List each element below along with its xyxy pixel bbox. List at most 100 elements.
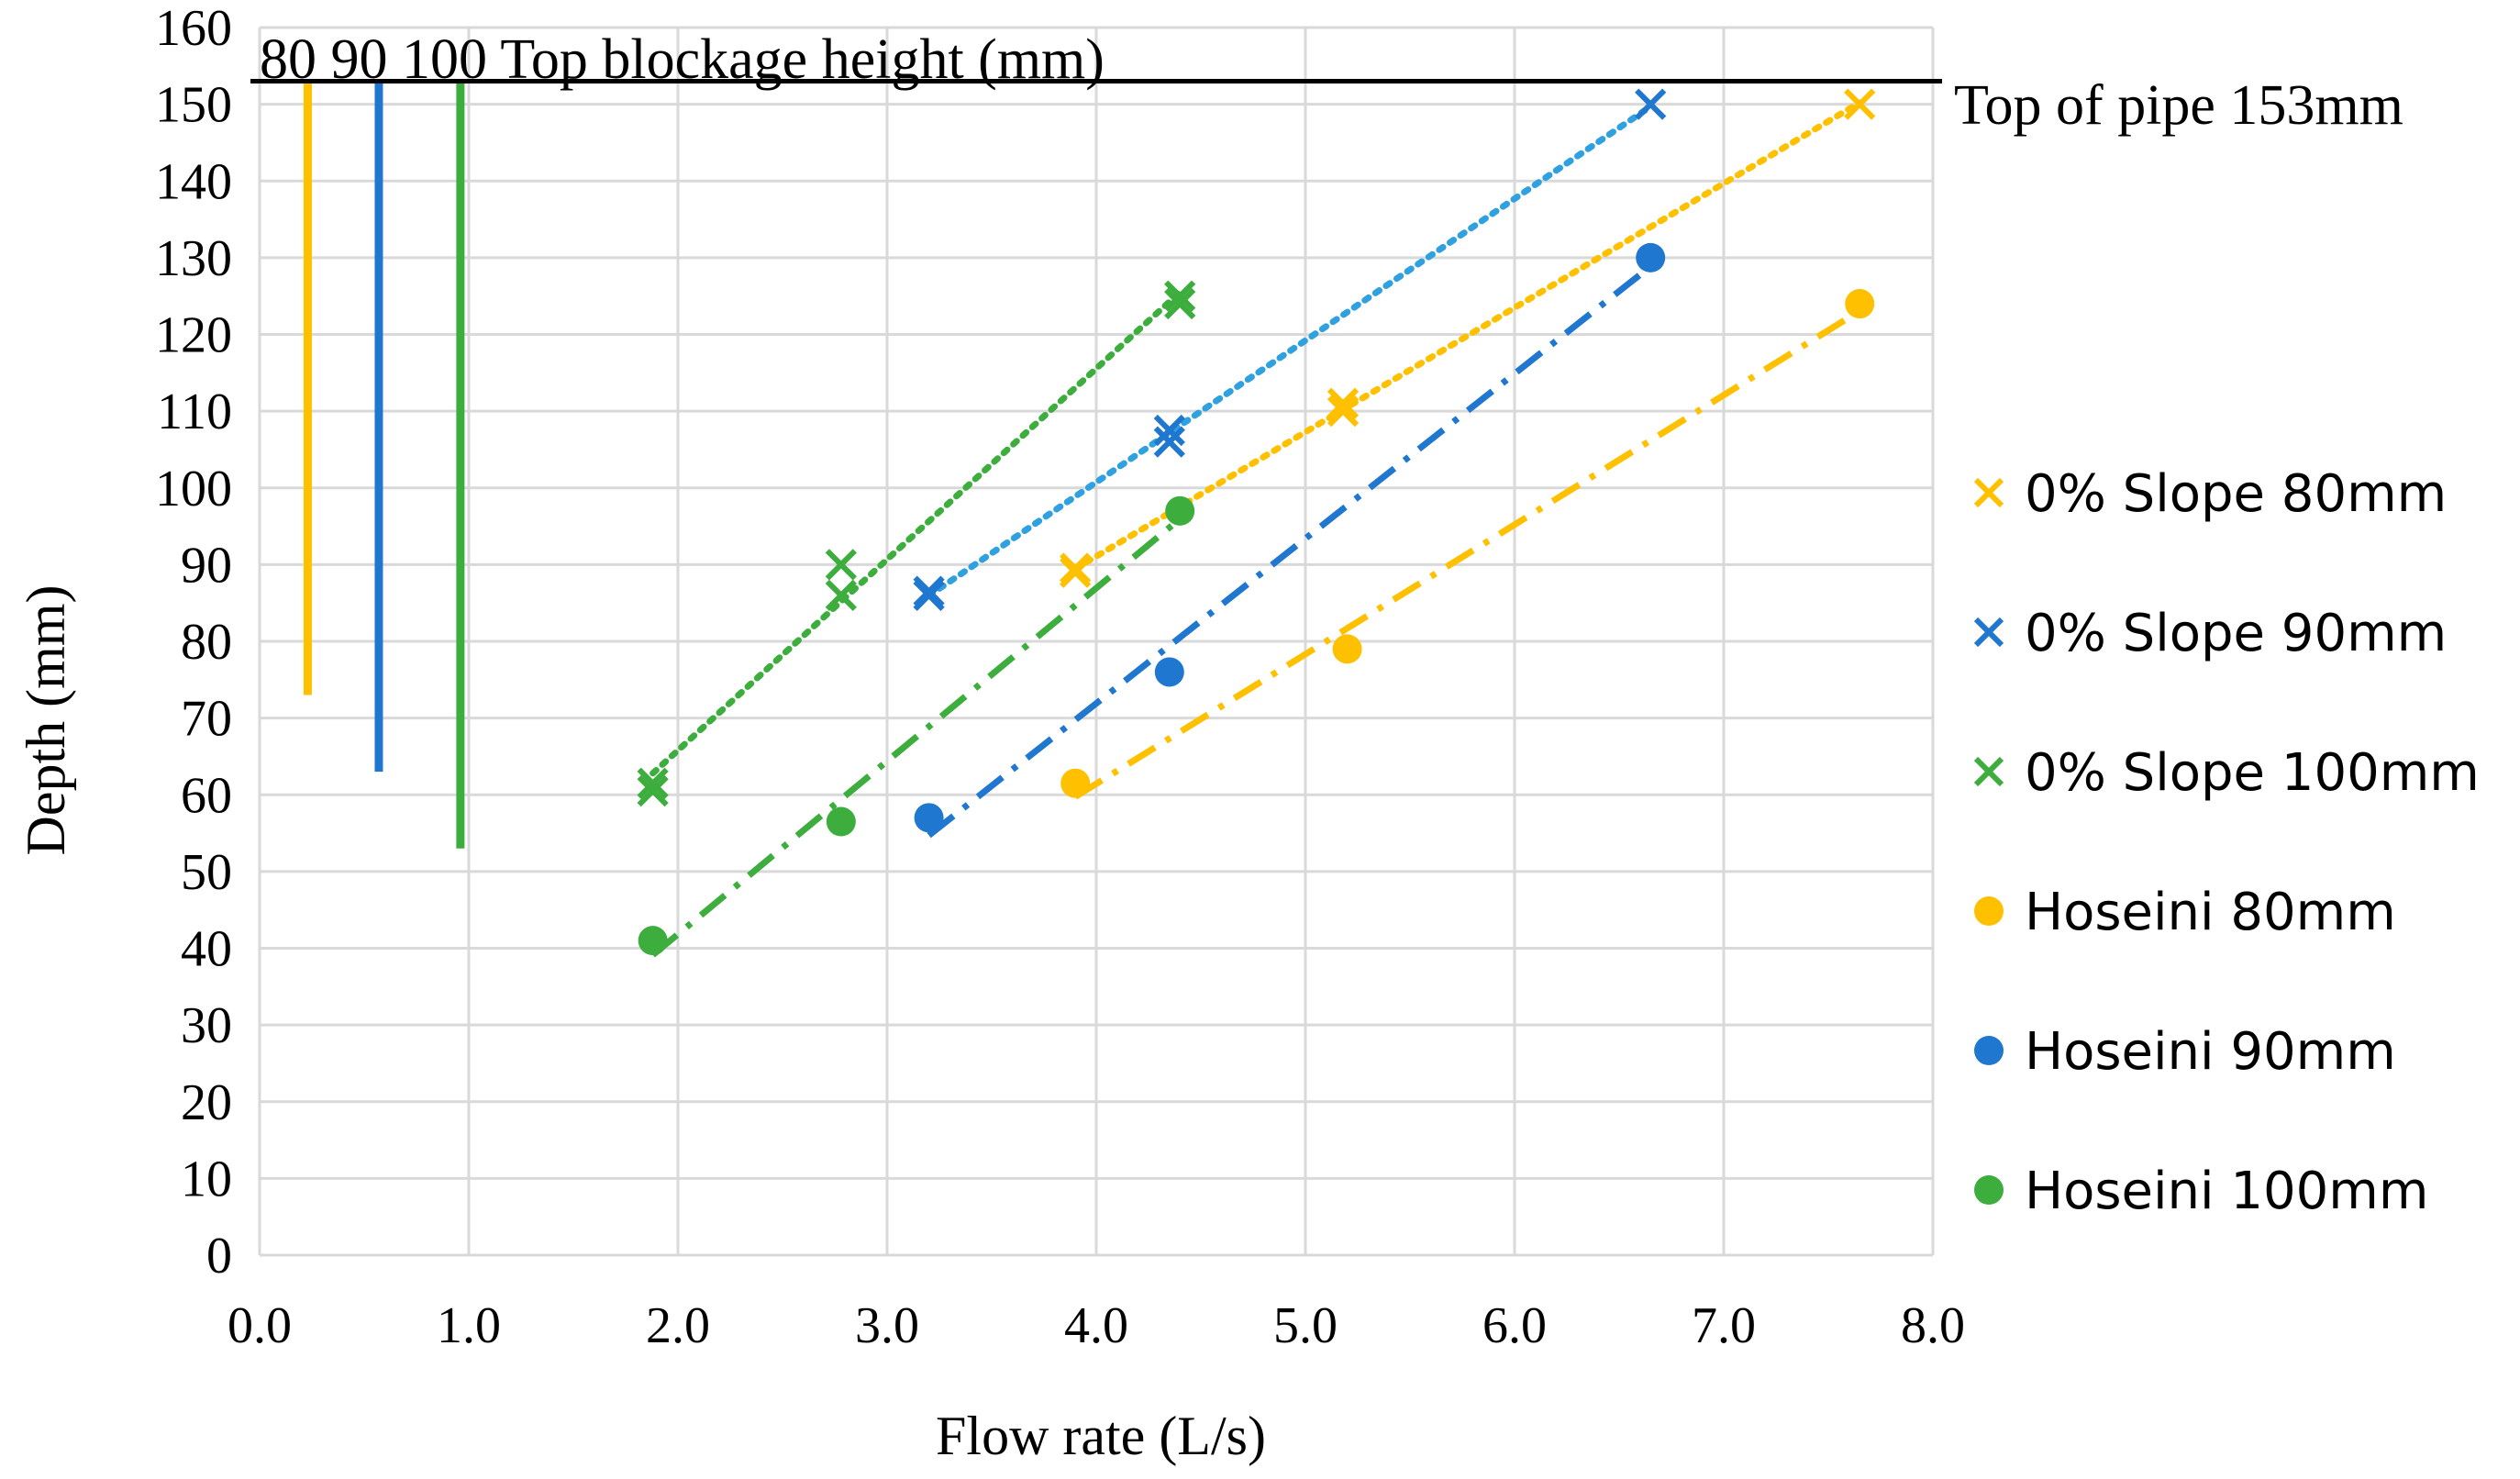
x-tick-label: 1.0 — [437, 1297, 501, 1354]
y-tick-label: 10 — [181, 1151, 232, 1207]
marker-x-stroke — [913, 575, 945, 607]
y-tick-label: 140 — [155, 153, 232, 210]
marker-x-stroke — [1164, 280, 1196, 312]
marker-x — [1327, 387, 1360, 419]
y-tick-label: 90 — [181, 537, 232, 594]
gridlines — [258, 26, 1935, 1257]
trendline-5 — [650, 516, 1182, 958]
data-markers — [637, 88, 1876, 956]
trendline-4 — [927, 263, 1653, 839]
marker-x — [1635, 88, 1667, 120]
legend-label: 0% Slope 100mm — [2025, 743, 2480, 803]
legend-item: Hoseini 80mm — [1974, 883, 2396, 942]
y-tick-label: 40 — [181, 921, 232, 978]
marker-x — [1164, 280, 1196, 312]
y-tick-label: 150 — [155, 77, 232, 134]
marker-x — [1060, 552, 1092, 584]
trend-lines — [649, 99, 1863, 958]
marker-x — [1164, 287, 1196, 320]
trendline-0 — [1071, 99, 1863, 573]
marker-x — [913, 575, 945, 607]
marker-x-stroke — [1060, 552, 1092, 584]
y-tick-label: 30 — [181, 997, 232, 1054]
marker-x — [637, 767, 669, 799]
legend: 0% Slope 80mm 0% Slope 90mm 0% Slope 100mm… — [1973, 464, 2480, 1221]
legend-label: 0% Slope 80mm — [2025, 464, 2447, 524]
y-tick-label: 120 — [155, 307, 232, 364]
x-tick-labels: 0.0 1.0 2.0 3.0 4.0 5.0 6.0 7.0 8.0 — [228, 1297, 1965, 1354]
marker-dot — [826, 806, 856, 837]
marker-dot — [914, 803, 944, 833]
marker-dot — [1332, 634, 1362, 664]
x-tick-label: 6.0 — [1482, 1297, 1547, 1354]
trendline-1 — [926, 103, 1654, 599]
marker-x — [1844, 88, 1876, 120]
blockage-annotation: 80 90 100 Top blockage height (mm) — [260, 28, 1105, 91]
marker-x-stroke — [1153, 414, 1185, 447]
x-tick-label: 8.0 — [1901, 1297, 1965, 1354]
y-tick-label: 130 — [155, 230, 232, 287]
marker-x — [825, 549, 857, 581]
x-tick-label: 7.0 — [1692, 1297, 1756, 1354]
legend-item: Hoseini 100mm — [1974, 1162, 2428, 1221]
x-tick-label: 2.0 — [646, 1297, 710, 1354]
marker-dot — [1165, 495, 1195, 526]
legend-label: Hoseini 90mm — [2025, 1022, 2396, 1082]
legend-marker-dot — [1974, 1036, 2004, 1065]
x-tick-label: 3.0 — [855, 1297, 919, 1354]
x-axis-title: Flow rate (L/s) — [936, 1406, 1266, 1466]
marker-x — [1327, 395, 1360, 428]
y-tick-labels: 0 10 20 30 40 50 60 70 80 90 100 110 120 130 140 150 160 — [155, 0, 232, 1284]
legend-marker-dot — [1974, 1175, 2004, 1205]
legend-label: 0% Slope 90mm — [2025, 604, 2447, 663]
x-tick-label: 5.0 — [1273, 1297, 1338, 1354]
axes — [258, 28, 1933, 1257]
marker-x-stroke — [1327, 387, 1360, 419]
legend-marker-x — [1973, 477, 2004, 508]
top-of-pipe: 80 90 100 Top blockage height (mm) — [250, 28, 1942, 91]
legend-item: 0% Slope 100mm — [1973, 743, 2480, 803]
y-tick-label: 160 — [155, 0, 232, 57]
legend-item: 0% Slope 80mm — [1973, 464, 2447, 524]
legend-marker-x — [1973, 617, 2004, 648]
y-tick-label: 70 — [181, 691, 232, 748]
marker-x-stroke — [637, 767, 669, 799]
marker-dot — [1060, 768, 1091, 798]
marker-x-stroke — [637, 774, 669, 807]
marker-dot — [1845, 289, 1875, 319]
legend-item: 0% Slope 90mm — [1973, 604, 2447, 663]
trendline-2 — [649, 288, 1183, 777]
legend-label: Hoseini 80mm — [2025, 883, 2396, 942]
marker-x — [1153, 426, 1185, 458]
blockage-lines — [303, 81, 465, 849]
y-tick-label: 80 — [181, 614, 232, 671]
marker-x — [1153, 414, 1185, 447]
marker-x-stroke — [1327, 395, 1360, 428]
x-tick-label: 4.0 — [1064, 1297, 1128, 1354]
marker-dot — [638, 926, 668, 956]
marker-dot — [1636, 242, 1666, 272]
y-tick-label: 60 — [181, 767, 232, 824]
legend-label: Hoseini 100mm — [2025, 1162, 2428, 1221]
y-tick-label: 20 — [181, 1074, 232, 1131]
y-axis-title: Depth (mm) — [16, 585, 76, 856]
legend-item: Hoseini 90mm — [1974, 1022, 2396, 1082]
y-tick-label: 100 — [155, 461, 232, 517]
legend-marker-x — [1973, 756, 2004, 787]
marker-x-stroke — [1844, 88, 1876, 120]
trendline-3 — [1073, 307, 1862, 800]
marker-dot — [1154, 657, 1184, 687]
marker-x-stroke — [825, 579, 857, 611]
x-tick-label: 0.0 — [228, 1297, 292, 1354]
y-tick-label: 50 — [181, 844, 232, 901]
y-tick-label: 110 — [157, 384, 232, 440]
marker-x-stroke — [1635, 88, 1667, 120]
marker-x — [637, 774, 669, 807]
marker-x-stroke — [825, 549, 857, 581]
marker-x — [825, 579, 857, 611]
y-tick-label: 0 — [206, 1228, 232, 1284]
marker-x-stroke — [1164, 287, 1196, 320]
legend-marker-dot — [1974, 896, 2004, 926]
marker-x-stroke — [1153, 426, 1185, 458]
